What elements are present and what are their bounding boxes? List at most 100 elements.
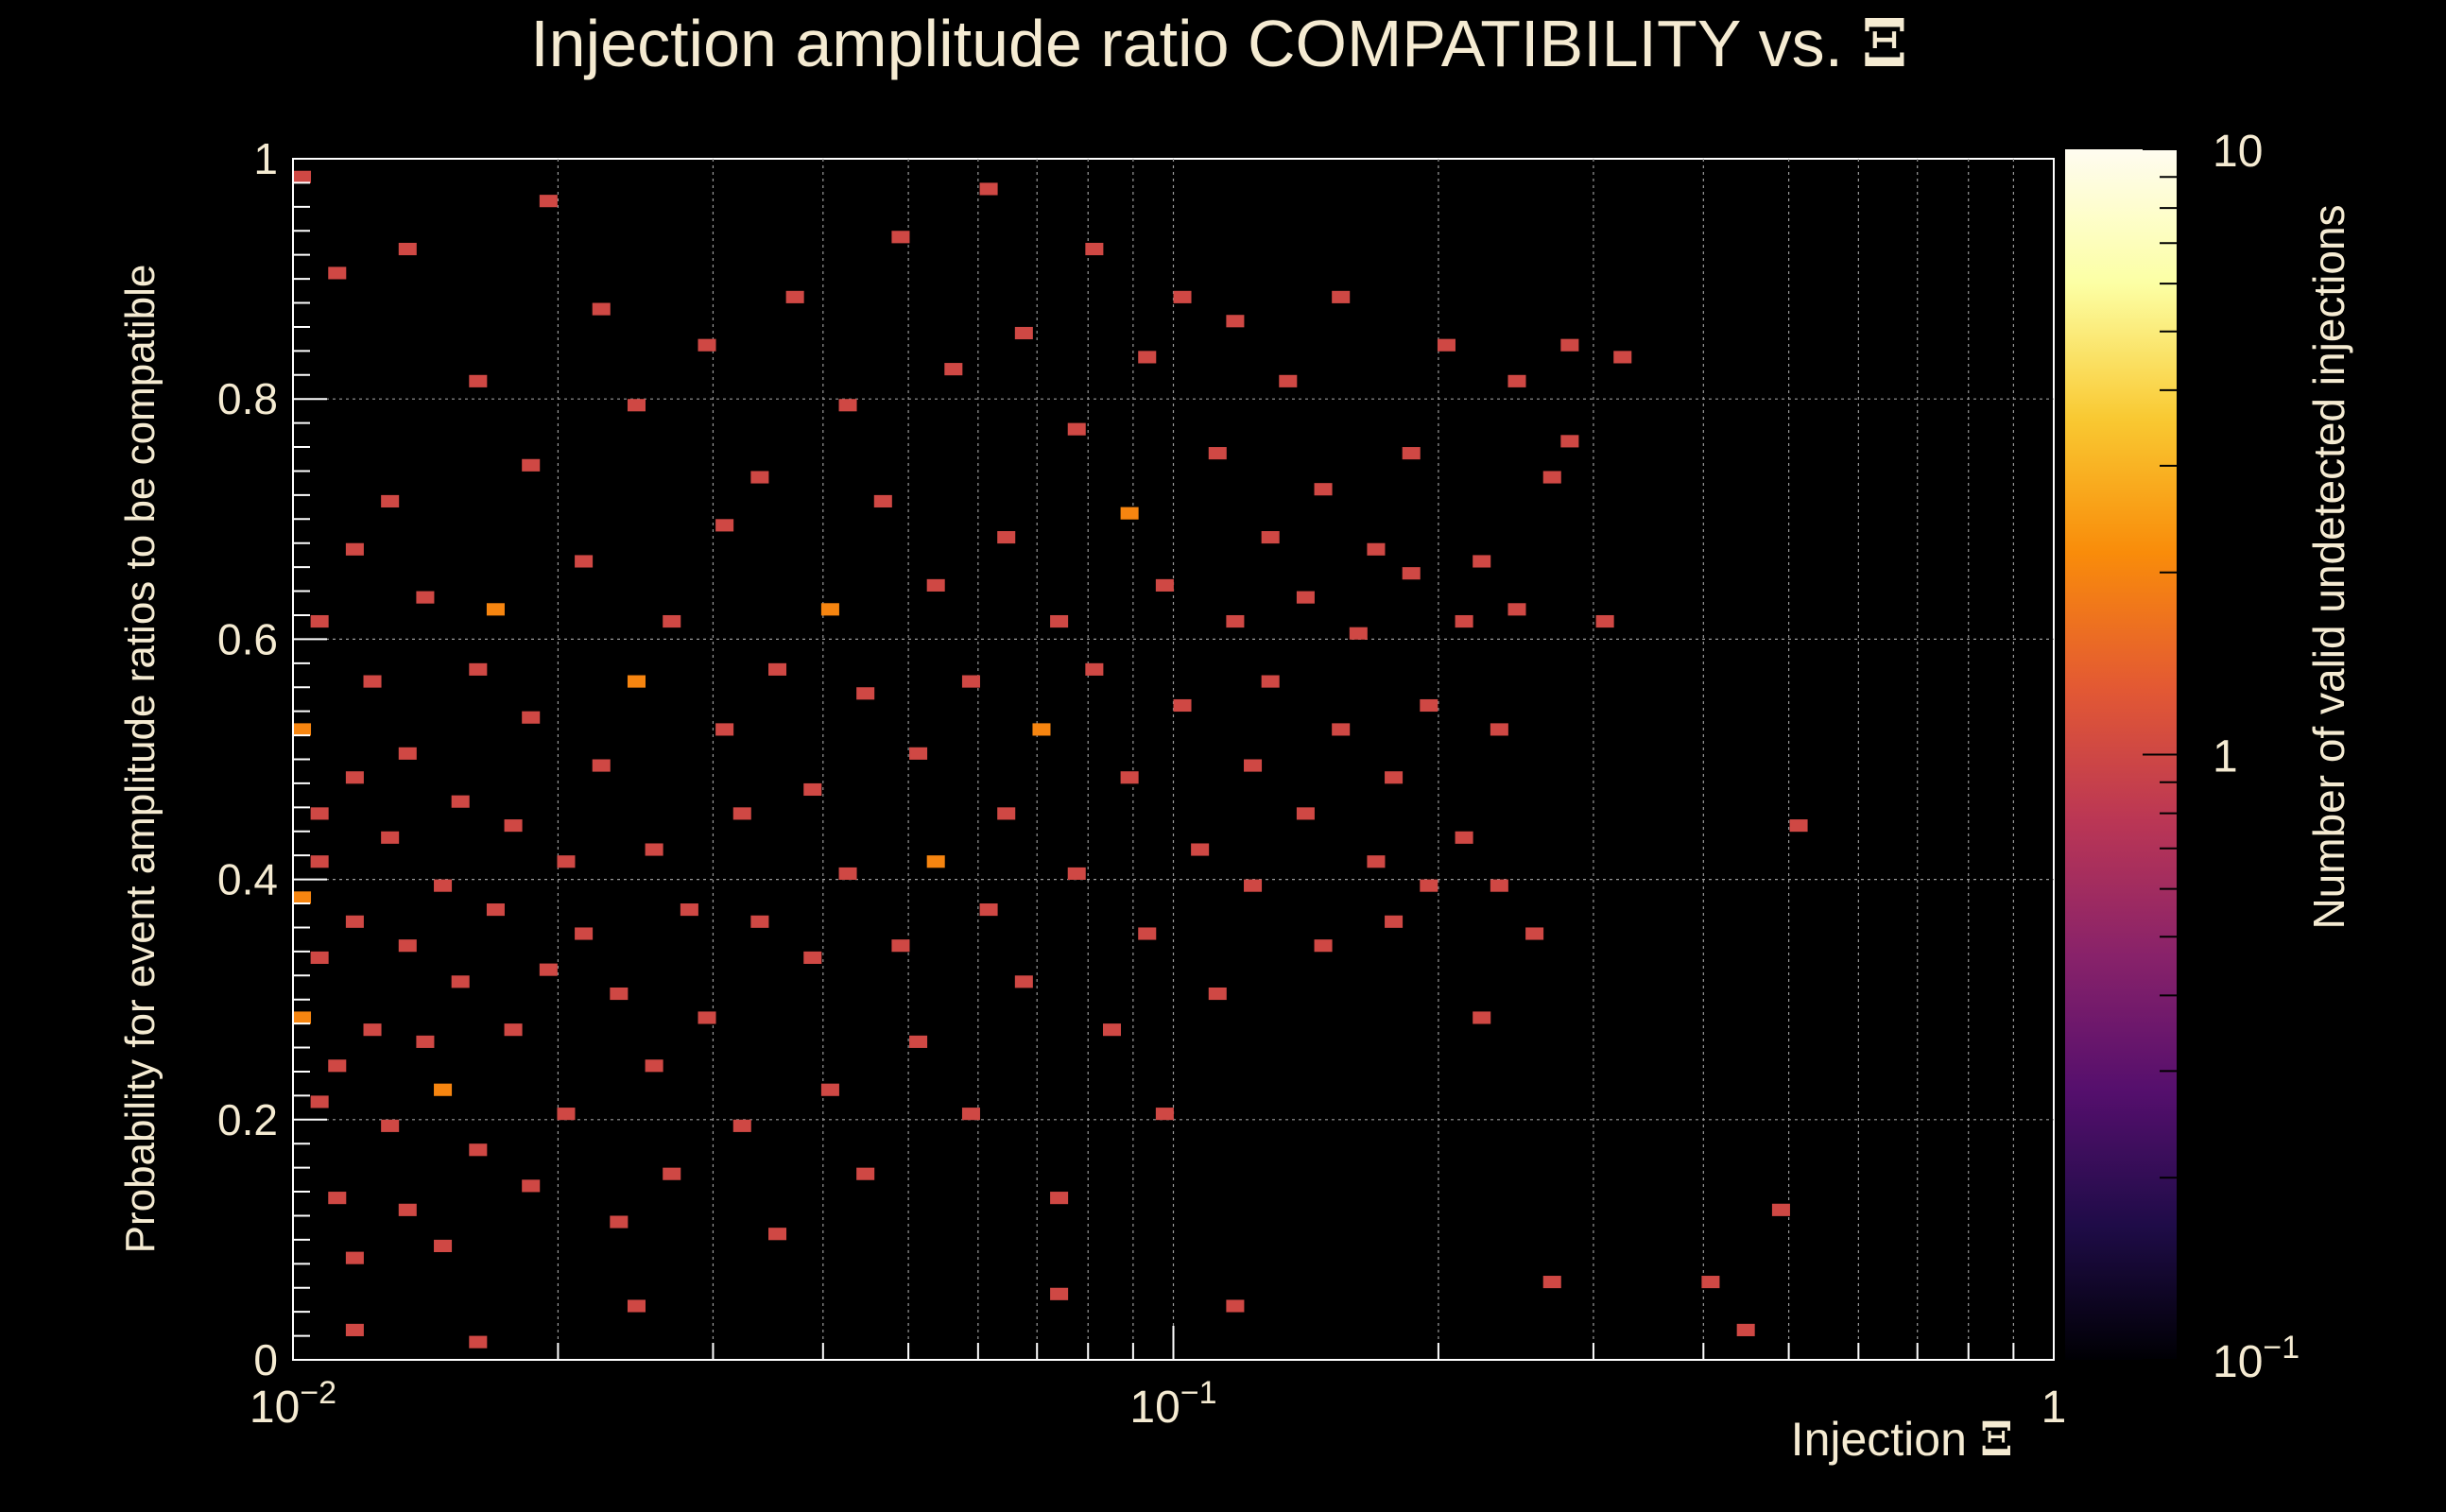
heatmap-cell	[434, 1239, 453, 1253]
grid	[293, 159, 2054, 1360]
heatmap-cell	[310, 807, 329, 820]
heatmap-cell	[310, 1095, 329, 1108]
x-tick-label: 10−1	[1129, 1375, 1216, 1433]
y-tick-label: 1	[253, 134, 278, 183]
heatmap-cell	[310, 614, 329, 628]
heatmap-cell	[768, 662, 787, 676]
heatmap-cell	[926, 855, 945, 868]
y-tick-label: 0.2	[217, 1095, 278, 1144]
heatmap-cell	[768, 1228, 787, 1241]
heatmap-cell	[732, 1119, 751, 1132]
heatmap-cell	[1102, 1023, 1122, 1037]
axes: 10−2 10−1 100.20.40.60.81	[217, 134, 2066, 1433]
heatmap-cell	[909, 747, 928, 760]
heatmap-cell	[1244, 879, 1263, 892]
heatmap-cell	[627, 399, 646, 412]
heatmap-cell	[645, 843, 663, 856]
heatmap-cell	[293, 1011, 312, 1024]
heatmap-cell	[1173, 290, 1192, 303]
heatmap-cell	[750, 915, 769, 928]
heatmap-cell	[486, 603, 505, 616]
x-axis-title: Injection Ξ	[1791, 1411, 2013, 1467]
heatmap-cell	[1701, 1276, 1720, 1289]
heatmap-cell	[820, 1083, 839, 1096]
heatmap-cell	[838, 399, 857, 412]
heatmap-cell	[398, 747, 417, 760]
heatmap-cell	[1367, 855, 1386, 868]
heatmap-cell	[944, 363, 963, 376]
heatmap-cell	[627, 675, 646, 688]
heatmap-cell	[293, 723, 312, 736]
heatmap-cell	[610, 987, 629, 1001]
title-xi-symbol: Ξ	[1862, 4, 1908, 82]
heatmap-cell	[1525, 927, 1544, 940]
heatmap-cell	[1473, 1011, 1491, 1024]
heatmap-cell	[1314, 939, 1333, 953]
heatmap-cell	[1437, 338, 1456, 352]
heatmap-cell	[1226, 614, 1245, 628]
heatmap-cell	[1402, 447, 1421, 460]
heatmap-cell	[1736, 1323, 1755, 1336]
heatmap-cell	[997, 531, 1016, 544]
plot-area: 10−2 10−1 100.20.40.60.81	[217, 134, 2066, 1433]
heatmap-cell	[1050, 1287, 1069, 1300]
heatmap-cell	[575, 555, 594, 568]
heatmap-cell	[1050, 614, 1069, 628]
heatmap-cell	[1155, 578, 1174, 592]
heatmap-cell	[663, 614, 681, 628]
heatmap-cell	[293, 891, 312, 904]
y-tick-label: 0.8	[217, 374, 278, 423]
heatmap-cell	[1367, 542, 1386, 556]
heatmap-cell	[451, 975, 470, 988]
y-tick-label: 0.6	[217, 614, 278, 663]
heatmap-cell	[961, 1108, 980, 1121]
heatmap-cell	[1208, 987, 1227, 1001]
heatmap-cell	[345, 1323, 364, 1336]
heatmap-cell	[575, 927, 594, 940]
heatmap-cell	[979, 182, 998, 196]
heatmap-cell	[381, 494, 400, 507]
heatmap-cell	[1385, 771, 1404, 784]
heatmap-cell	[997, 807, 1016, 820]
heatmap-cell	[522, 1179, 541, 1193]
x-axis-title-text: Injection	[1791, 1413, 1967, 1466]
x-tick-exponent: −2	[300, 1375, 336, 1411]
y-axis-title: Probability for event amplitude ratios t…	[117, 265, 164, 1254]
heatmap-cell	[1050, 1192, 1069, 1205]
heatmap-cell	[1120, 507, 1139, 520]
heatmap-cell	[504, 1023, 523, 1037]
heatmap-cell	[1296, 591, 1315, 604]
heatmap-cell	[451, 795, 470, 808]
heatmap-cell	[557, 855, 576, 868]
heatmap-cell	[1420, 879, 1438, 892]
heatmap-cell	[1067, 422, 1086, 436]
heatmap-cell	[1455, 831, 1473, 844]
y-tick-label: 0.4	[217, 855, 278, 904]
heatmap-cell	[293, 170, 312, 183]
heatmap-cell	[1014, 975, 1033, 988]
heatmap-cell	[1085, 242, 1104, 256]
heatmap-cell	[1455, 614, 1473, 628]
heatmap-cell	[310, 951, 329, 964]
heatmap-cell	[873, 494, 892, 507]
heatmap-cell	[1490, 723, 1508, 736]
heatmap-cell	[663, 1167, 681, 1180]
colorbar-title: Number of valid undetected injections	[2304, 204, 2353, 929]
heatmap-cell	[1296, 807, 1315, 820]
heatmap-cell	[522, 711, 541, 724]
heatmap-cell	[698, 1011, 716, 1024]
heatmap-cell	[592, 302, 611, 316]
heatmap-cell	[750, 471, 769, 484]
heatmap-cell	[979, 903, 998, 917]
heatmap-cell	[345, 542, 364, 556]
heatmap-cell	[557, 1108, 576, 1121]
heatmap-cell	[1613, 351, 1632, 364]
heatmap-cell	[310, 855, 329, 868]
heatmap-cell	[504, 819, 523, 833]
heatmap-cell	[1595, 614, 1614, 628]
heatmap-cell	[1138, 927, 1157, 940]
heatmap-cell	[363, 1023, 382, 1037]
heatmap-cell	[398, 242, 417, 256]
